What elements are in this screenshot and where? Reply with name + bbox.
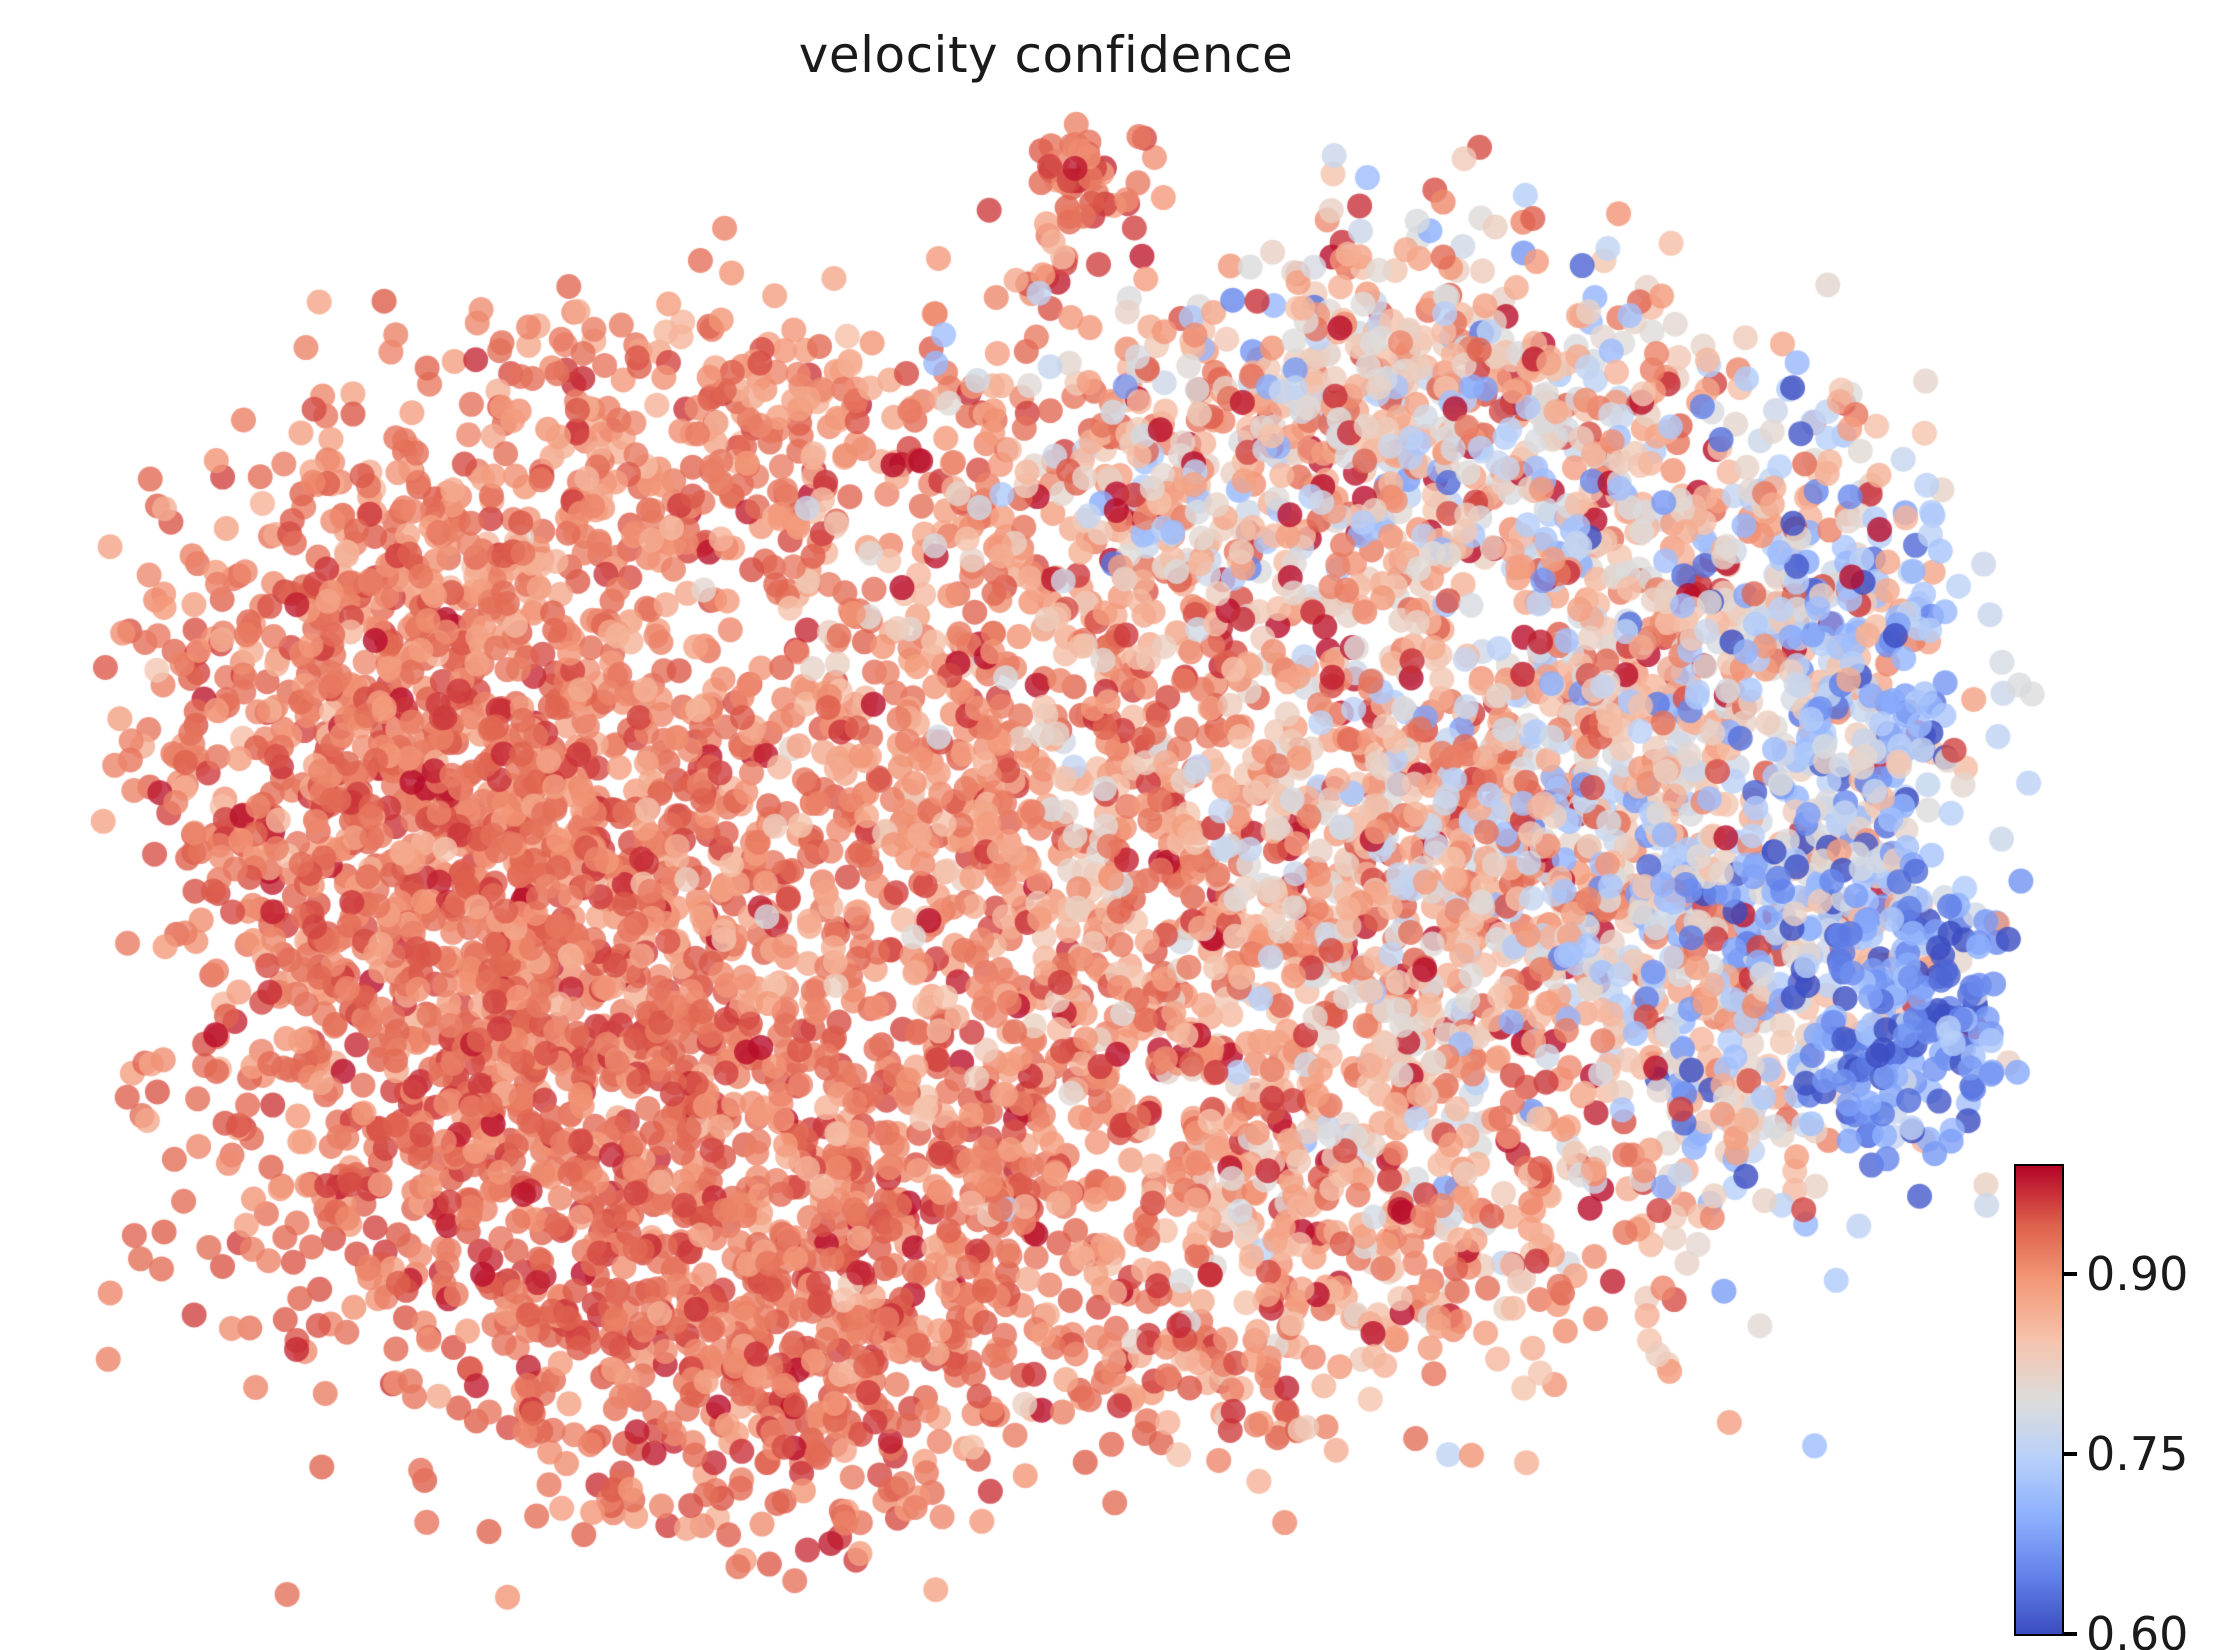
colorbar-tick-mark [2064, 1452, 2077, 1456]
plot-title: velocity confidence [798, 26, 1294, 84]
colorbar-gradient [2014, 1164, 2064, 1636]
colorbar-tick-label: 0.60 [2086, 1607, 2189, 1650]
colorbar: 0.90 0.75 0.60 [2014, 1164, 2224, 1650]
colorbar-tick-mark [2064, 1272, 2077, 1276]
colorbar-tick-label: 0.75 [2086, 1427, 2189, 1481]
colorbar-tick-label: 0.90 [2086, 1247, 2189, 1301]
colorbar-tick-mark [2064, 1632, 2077, 1636]
